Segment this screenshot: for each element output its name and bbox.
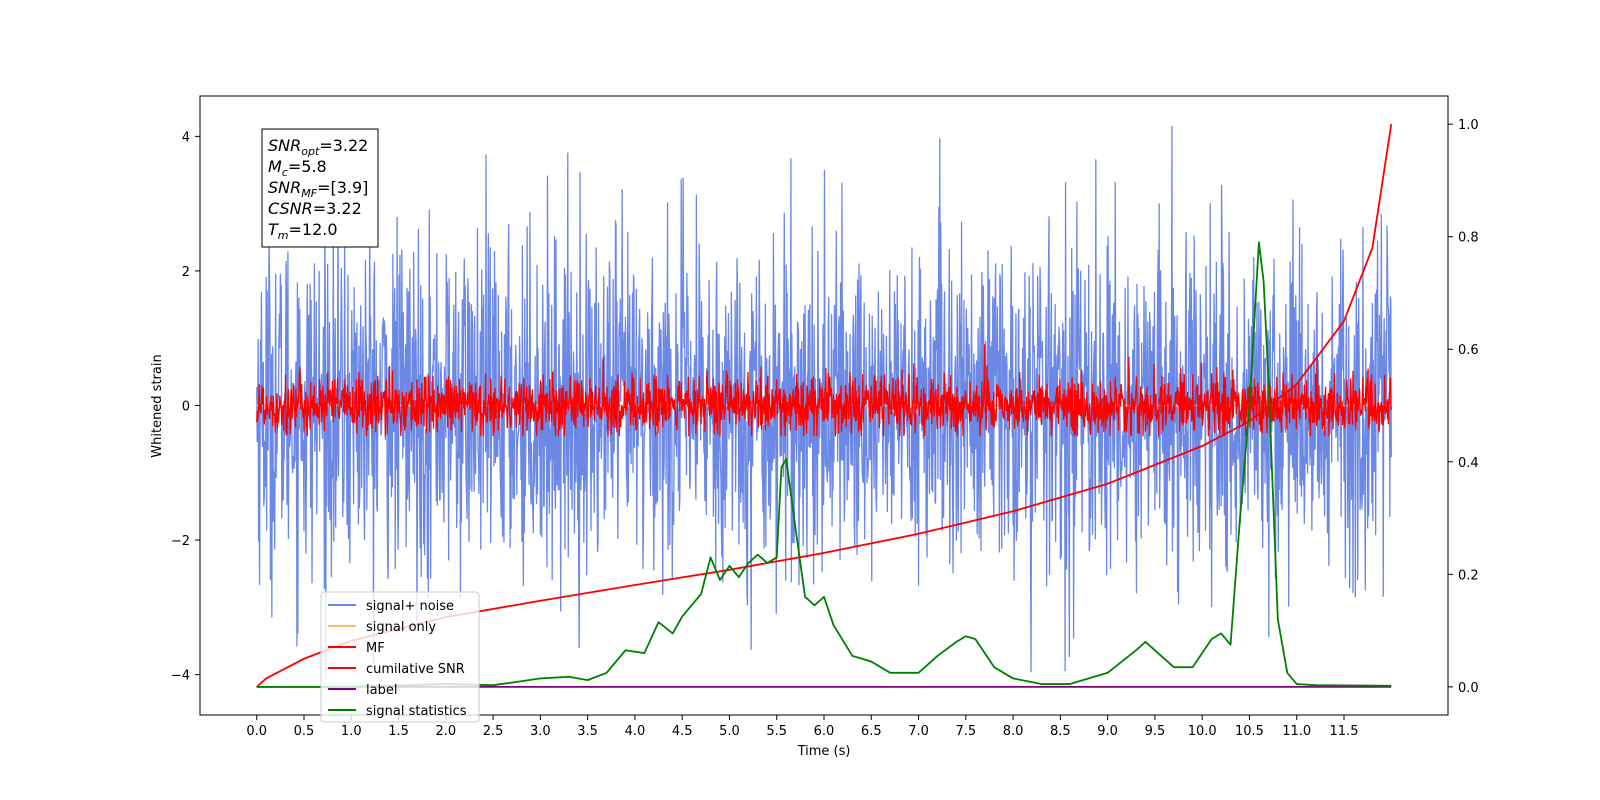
x-tick-label: 4.0 (625, 724, 646, 739)
legend-frame (320, 591, 480, 723)
x-tick-label: 5.5 (766, 724, 787, 739)
legend-label-mf: MF (366, 641, 385, 656)
info-line-m-c: Mc=5.8 (268, 157, 327, 179)
x-tick-label: 2.5 (483, 724, 504, 739)
y-tick-label: 4 (182, 130, 190, 145)
y-tick-label: −4 (171, 669, 190, 684)
legend-label-signal-noise: signal+ noise (366, 599, 454, 614)
x-tick-label: 0.5 (294, 724, 315, 739)
y2-tick-label: 1.0 (1458, 118, 1479, 133)
y2-tick-label: 0.8 (1458, 231, 1479, 246)
x-tick-label: 9.5 (1145, 724, 1166, 739)
x-tick-label: 2.0 (435, 724, 456, 739)
legend-label-signal-statistics: signal statistics (366, 704, 467, 719)
x-tick-label: 1.0 (341, 724, 362, 739)
x-tick-label: 10.5 (1235, 724, 1264, 739)
info-line-csnr: CSNR=3.22 (268, 199, 362, 218)
x-tick-label: 11.0 (1282, 724, 1311, 739)
x-tick-label: 6.0 (814, 724, 835, 739)
legend: signal+ noise signal only MF cumilative SNR… (320, 591, 480, 723)
y2-tick-label: 0.2 (1458, 568, 1479, 583)
x-tick-label: 11.5 (1330, 724, 1359, 739)
y-tick-label: 0 (182, 400, 190, 415)
y-axis-left: −4 −2 0 2 4 (171, 130, 200, 684)
series-line-signal-statistics (256, 241, 1392, 688)
y-axis-right: 0.0 0.2 0.4 0.6 0.8 1.0 (1448, 118, 1479, 696)
x-axis: 0.0 0.5 1.0 1.5 2.0 2.5 3.0 3.5 4.0 4.5 5.0 5.5 6.0 6… (246, 715, 1358, 739)
info-box-frame (261, 128, 379, 248)
info-line-t-m: Tm=12.0 (268, 220, 338, 242)
legend-label-cumilative-snr: cumilative SNR (366, 662, 465, 677)
x-tick-label: 8.0 (1003, 724, 1024, 739)
x-tick-label: 1.5 (388, 724, 409, 739)
y-tick-label: −2 (171, 534, 190, 549)
x-tick-label: 10.0 (1188, 724, 1217, 739)
x-tick-label: 8.5 (1050, 724, 1071, 739)
info-line-snr-mf: SNRMF=[3.9] (268, 178, 368, 200)
y2-tick-label: 0.6 (1458, 343, 1479, 358)
series-line-mf (256, 344, 1392, 437)
info-line-snr-opt: SNRopt=3.22 (268, 136, 368, 158)
legend-label-signal-only: signal only (366, 620, 436, 635)
y-tick-label: 2 (182, 265, 190, 280)
x-tick-label: 0.0 (246, 724, 267, 739)
x-tick-label: 7.0 (908, 724, 929, 739)
x-tick-label: 3.5 (577, 724, 598, 739)
y2-tick-label: 0.0 (1458, 681, 1479, 696)
x-tick-label: 7.5 (955, 724, 976, 739)
y-axis-label: Whitened strain (150, 354, 165, 457)
x-tick-label: 5.0 (719, 724, 740, 739)
legend-label-label: label (366, 683, 397, 698)
x-tick-label: 9.0 (1097, 724, 1118, 739)
x-axis-label: Time (s) (797, 744, 851, 759)
y2-tick-label: 0.4 (1458, 456, 1479, 471)
x-tick-label: 3.0 (530, 724, 551, 739)
x-tick-label: 4.5 (672, 724, 693, 739)
x-tick-label: 6.5 (861, 724, 882, 739)
